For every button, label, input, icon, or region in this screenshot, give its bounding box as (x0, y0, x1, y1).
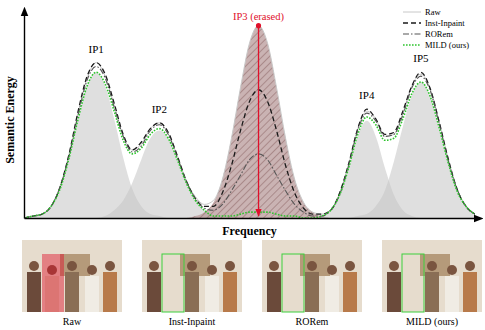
erase-arrow (258, 26, 259, 216)
erase-dot (256, 23, 261, 28)
component-area (24, 26, 475, 218)
y-axis-title: Semantic Energy (3, 76, 17, 164)
erase-outline (162, 254, 184, 312)
series-line (24, 66, 475, 218)
legend-label: Inst-Inpaint (425, 18, 465, 28)
person-head (269, 261, 279, 271)
legend-swatch (403, 22, 421, 23)
photo-background (142, 240, 242, 312)
photo-panel (262, 240, 362, 312)
person-body (85, 276, 99, 312)
person-head (29, 261, 39, 271)
component-label: IP3 (erased) (233, 11, 285, 23)
person-body (223, 272, 237, 312)
x-axis (25, 218, 476, 219)
legend-label: RORem (425, 29, 453, 39)
component-label: IP2 (152, 103, 167, 115)
person-body (463, 272, 477, 312)
person-body (147, 272, 161, 312)
person-body (267, 272, 281, 312)
person-head (207, 265, 217, 275)
person-head (465, 261, 475, 271)
photo-panel (142, 240, 242, 312)
figure: Frequency Semantic Energy IP1 IP2 IP3 (erase… (0, 0, 485, 330)
person-body (445, 276, 459, 312)
photo-caption: MILD (ours) (406, 316, 458, 328)
photo-caption: RORem (296, 316, 329, 327)
component-label: IP4 (359, 89, 375, 101)
photo-caption: Inst-Inpaint (169, 316, 216, 327)
person-head (389, 261, 399, 271)
photo-caption: Raw (63, 316, 82, 327)
person-body (425, 272, 439, 312)
series-line (24, 63, 475, 218)
photo-background (22, 240, 122, 312)
legend-label: MILD (ours) (425, 40, 469, 50)
person-head (225, 261, 235, 271)
legend-swatch (403, 44, 421, 46)
person-head (447, 265, 457, 275)
erase-mask (42, 254, 64, 312)
plot-marks (24, 26, 475, 218)
person-body (65, 272, 79, 312)
legend-label: Raw (425, 7, 441, 17)
legend-entry: RORem (403, 29, 453, 39)
person-body (185, 272, 199, 312)
series-line (24, 26, 475, 218)
person-head (427, 261, 437, 271)
person-body (325, 276, 339, 312)
component-label: IP5 (413, 52, 429, 64)
legend-entry: Raw (403, 7, 441, 17)
person-head (87, 265, 97, 275)
legend-swatch (403, 12, 421, 13)
legend: RawInst-InpaintRORemMILD (ours) (403, 7, 469, 50)
erase-outline (282, 254, 304, 312)
y-axis-line (24, 15, 25, 219)
photo-panel (382, 240, 482, 312)
legend-entry: Inst-Inpaint (403, 18, 465, 28)
erase-outline (402, 254, 424, 312)
x-axis-title: Frequency (222, 224, 276, 238)
series-line (24, 72, 475, 218)
person-head (67, 261, 77, 271)
person-head (187, 261, 197, 271)
legend-swatch (403, 33, 421, 34)
person-body (387, 272, 401, 312)
component-label: IP1 (89, 43, 104, 55)
person-head (307, 261, 317, 271)
component-hatch (24, 26, 475, 218)
person-head (345, 261, 355, 271)
person-body (343, 272, 357, 312)
person-head (149, 261, 159, 271)
person-body (305, 272, 319, 312)
person-body (205, 276, 219, 312)
person-head (105, 261, 115, 271)
person-body (103, 272, 117, 312)
photo-background (262, 240, 362, 312)
photo-panel (22, 240, 122, 312)
person-head (327, 265, 337, 275)
y-axis (24, 15, 25, 219)
person-body (27, 272, 41, 312)
legend-entry: MILD (ours) (403, 40, 469, 50)
x-axis-line (25, 218, 476, 219)
photo-background (382, 240, 482, 312)
